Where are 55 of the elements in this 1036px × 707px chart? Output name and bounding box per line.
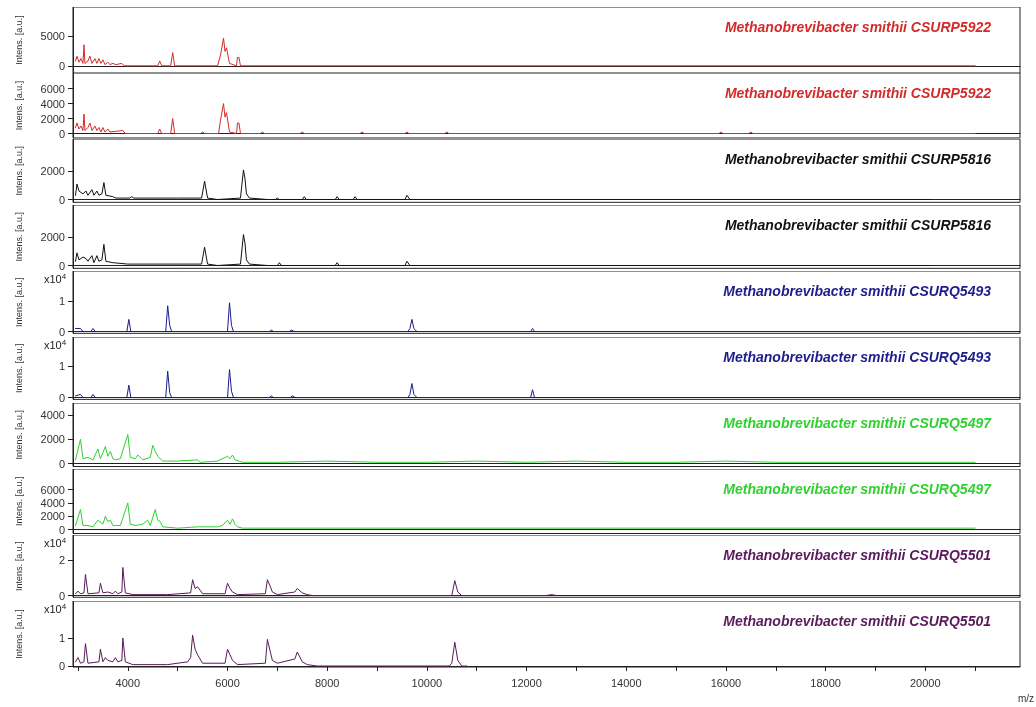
y-axis-title: Intens. [a.u.]	[13, 476, 24, 527]
y-tick-label: 2000	[40, 510, 65, 523]
x-tick-label: 6000	[215, 676, 240, 689]
y-tick-label: 6000	[40, 82, 65, 95]
y-tick-label: 4000	[40, 409, 65, 422]
x-tick-label: 20000	[910, 676, 941, 689]
y-tick-label: 0	[58, 589, 65, 602]
y-tick-label: 0	[58, 127, 65, 140]
y-tick-label: 1	[58, 295, 65, 308]
y-tick-label: 0	[58, 325, 65, 338]
y-tick-label: 0	[58, 59, 65, 72]
text: Methanobrevibacter smithii CSURQ5501	[723, 547, 992, 563]
y-axis-title: Intens. [a.u.]	[13, 15, 24, 65]
y-axis-title: Intens. [a.u.]	[13, 541, 24, 591]
y-tick-label: 1	[58, 631, 65, 644]
y-tick-label: 4000	[40, 496, 65, 509]
x-tick-label: 12000	[511, 676, 542, 689]
y-axis-title: Intens. [a.u.]	[13, 410, 24, 460]
y-tick-label: 0	[58, 391, 65, 404]
x-tick-label: 18000	[810, 676, 841, 689]
text: Methanobrevibacter smithii CSURP5922	[724, 19, 992, 35]
y-tick-label: 2	[58, 554, 65, 567]
y-axis-title: Intens. [a.u.]	[13, 80, 24, 131]
y-tick-label: 1	[58, 360, 65, 373]
y-axis-title: Intens. [a.u.]	[13, 211, 24, 262]
text: Methanobrevibacter smithii CSURQ5493	[723, 283, 992, 299]
text: Methanobrevibacter smithii CSURP5922	[724, 85, 992, 101]
text: Methanobrevibacter smithii CSURQ5501	[723, 613, 992, 629]
y-tick-label: 4000	[40, 97, 65, 110]
y-tick-label: 0	[58, 259, 65, 272]
y-tick-label: 2000	[40, 231, 65, 244]
y-tick-label: 0	[58, 457, 65, 470]
text: Methanobrevibacter smithii CSURQ5493	[723, 349, 992, 365]
y-axis-title: Intens. [a.u.]	[13, 145, 24, 196]
x-tick-label: 8000	[314, 676, 340, 689]
y-axis-title: Intens. [a.u.]	[13, 609, 24, 659]
x-axis-title: m/z	[1017, 692, 1034, 704]
y-tick-label: 5000	[40, 29, 65, 42]
text: Methanobrevibacter smithii CSURQ5497	[723, 415, 993, 431]
x-tick-label: 16000	[710, 676, 742, 689]
x-tick-label: 14000	[610, 676, 642, 689]
x-tick-label: 10000	[411, 676, 443, 689]
y-tick-label: 2000	[40, 165, 65, 178]
x-tick-label: 4000	[115, 676, 141, 689]
y-tick-label: 0	[58, 193, 65, 206]
y-tick-label: 2000	[40, 433, 65, 446]
text: Methanobrevibacter smithii CSURQ5497	[723, 481, 993, 497]
y-tick-label: 0	[58, 523, 65, 536]
y-tick-label: 0	[58, 660, 65, 673]
y-axis-title: Intens. [a.u.]	[13, 343, 24, 393]
text: Methanobrevibacter smithii CSURP5816	[724, 151, 992, 167]
y-tick-label: 6000	[40, 483, 65, 496]
y-axis-title: Intens. [a.u.]	[13, 277, 24, 327]
y-tick-label: 2000	[40, 112, 65, 125]
text: Methanobrevibacter smithii CSURP5816	[724, 217, 992, 233]
